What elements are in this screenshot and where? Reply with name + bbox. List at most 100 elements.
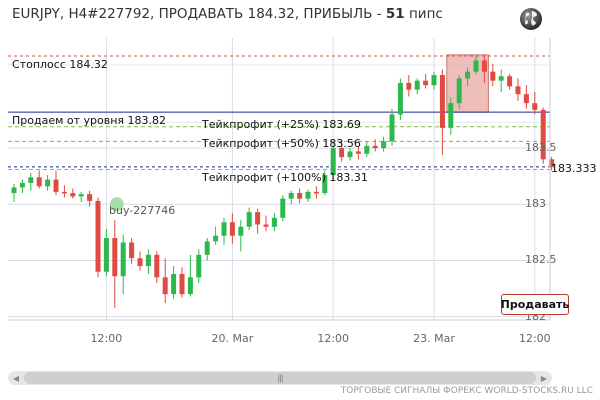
sell-button[interactable]: Продавать (501, 294, 569, 315)
candle-body (498, 76, 504, 81)
scrollbar-thumb[interactable]: ||| (24, 372, 536, 384)
candle (523, 85, 529, 109)
candle (28, 172, 34, 191)
level-lines (8, 55, 550, 170)
candle (196, 249, 202, 283)
candle (465, 67, 471, 87)
candle (448, 97, 454, 135)
candle-body (313, 191, 319, 194)
candle-body (196, 254, 202, 278)
title-prefix: EURJPY, H4#227792, ПРОДАВАТЬ 184.32, ПРИ… (12, 6, 386, 22)
candle-body (87, 194, 93, 201)
take-profit-50-label: Тейкпрофит (+50%) 183.56 (202, 137, 361, 151)
y-axis-label: 182.5 (525, 253, 557, 267)
candle-body (456, 78, 462, 104)
candle (406, 75, 412, 97)
candle-body (406, 82, 412, 90)
scroll-left-icon[interactable]: ◀ (12, 373, 20, 383)
candle (473, 55, 479, 74)
candle (490, 63, 496, 87)
candle (297, 188, 303, 204)
candle-body (515, 86, 521, 95)
candle (213, 226, 219, 245)
candle-body (540, 109, 546, 160)
candle (456, 75, 462, 109)
y-axis-label: 183 (525, 197, 546, 211)
candle (145, 249, 151, 274)
pips-unit: пипс (404, 6, 443, 22)
candle (389, 108, 395, 146)
x-axis-label: 12:00 (518, 332, 551, 345)
candle (532, 91, 538, 115)
chart-title: EURJPY, H4#227792, ПРОДАВАТЬ 184.32, ПРИ… (12, 6, 512, 26)
candle (246, 207, 252, 231)
candle (95, 197, 101, 278)
candle-body (414, 80, 420, 90)
candle-body (45, 179, 51, 187)
candle-body (120, 242, 126, 277)
candle-body (490, 71, 496, 81)
candle-body (129, 242, 135, 259)
candle-body (481, 60, 487, 72)
buy-signal-marker[interactable] (109, 197, 124, 212)
candle (229, 213, 235, 244)
candle (87, 190, 93, 207)
candle-body (103, 237, 109, 272)
candle-body (171, 273, 177, 295)
candle-body (53, 179, 59, 192)
candle-body (179, 273, 185, 295)
candle-body (431, 75, 437, 86)
stop-loss-label: Стоплосс 184.32 (12, 57, 108, 71)
candle (313, 186, 319, 199)
candle (540, 107, 546, 164)
candle-body (372, 145, 378, 149)
candle (263, 215, 269, 232)
buy-signal-label: buy-227746 (109, 204, 176, 218)
candle-body (19, 182, 25, 188)
candle-body (355, 151, 361, 154)
candle-body (263, 224, 269, 227)
candle (322, 170, 328, 196)
candle (61, 185, 67, 198)
candle (53, 170, 59, 196)
candle-body (36, 177, 42, 187)
candle (36, 170, 42, 189)
candle (515, 78, 521, 101)
candle (129, 237, 135, 264)
candle-body (187, 277, 193, 295)
globe-icon[interactable] (519, 7, 543, 31)
candle (45, 175, 51, 191)
candle-body (347, 151, 353, 158)
chart-scrollbar[interactable]: ◀ ||| ▶ (8, 371, 552, 385)
candle (397, 78, 403, 121)
candle (431, 71, 437, 90)
candle-body (364, 145, 370, 154)
scroll-right-icon[interactable]: ▶ (540, 373, 548, 383)
scroll-grip-icon: ||| (277, 373, 283, 383)
candle-body (246, 212, 252, 227)
x-axis-label: 12:00 (317, 332, 350, 345)
candle (221, 217, 227, 245)
candle-body (448, 103, 454, 128)
y-axis-label: 183.5 (525, 141, 557, 155)
candle-body (61, 191, 67, 194)
take-profit-100-label: Тейкпрофит (+100%) 183.31 (202, 171, 368, 185)
x-axis-label: 12:00 (90, 332, 123, 345)
candle-body (154, 254, 160, 278)
candle-body (145, 254, 151, 267)
candle-body (213, 235, 219, 242)
candle (120, 234, 126, 295)
candle (498, 69, 504, 92)
candle-body (423, 80, 429, 86)
candle-body (532, 103, 538, 110)
candle (162, 258, 168, 304)
candle-body (397, 82, 403, 115)
candle-body (255, 212, 261, 225)
candle (481, 54, 487, 83)
entry-level-label: Продаем от уровня 183.82 (12, 114, 167, 128)
candle-body (322, 175, 328, 194)
candle (381, 136, 387, 152)
candle (238, 220, 244, 252)
candle-body (78, 194, 84, 197)
